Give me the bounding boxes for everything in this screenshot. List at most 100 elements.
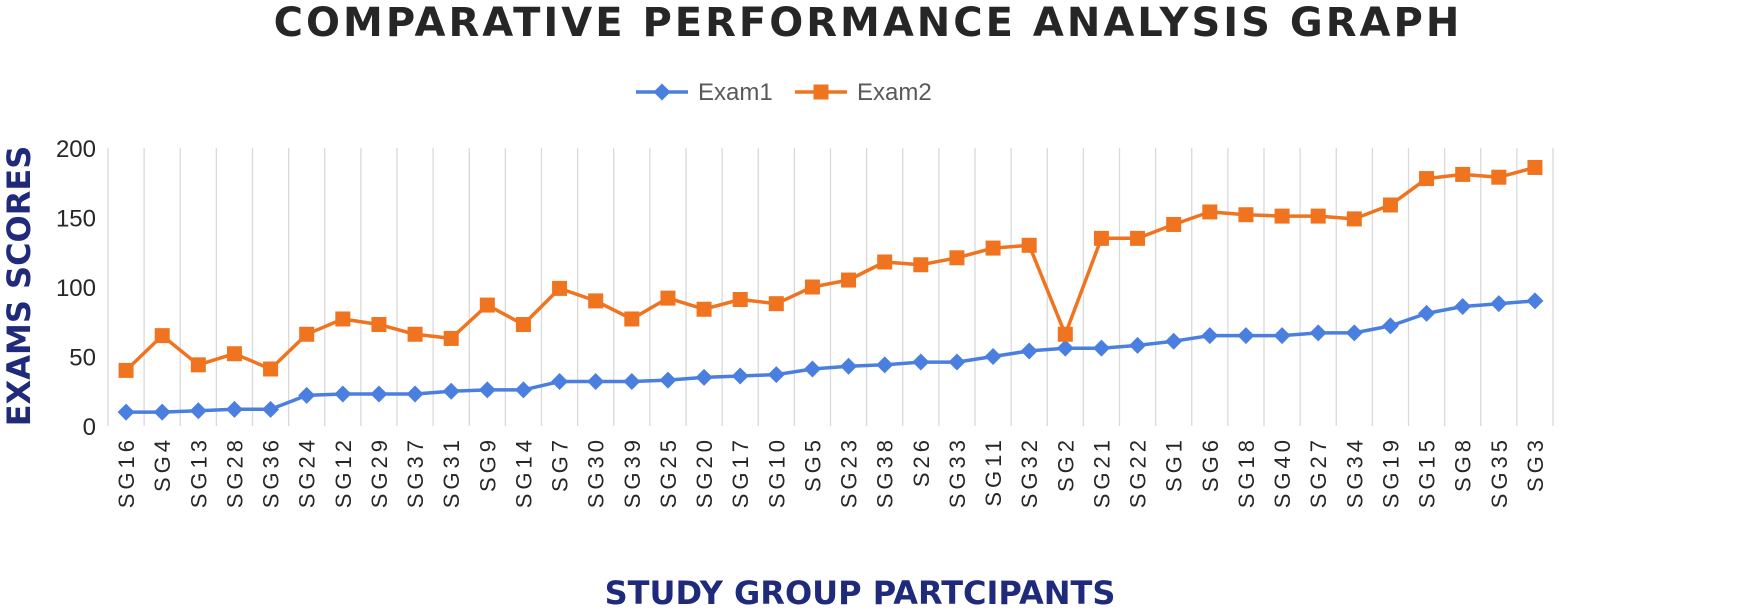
x-tick-label: SG38 [873, 436, 898, 508]
data-point [552, 280, 568, 296]
data-point [804, 279, 820, 295]
data-point [118, 362, 134, 378]
data-point [587, 373, 605, 391]
x-tick-label: SG12 [331, 436, 356, 508]
data-point [1309, 324, 1327, 342]
y-axis-title: EXAMS SCORES [0, 146, 38, 427]
data-point [189, 402, 207, 420]
y-tick-label: 200 [56, 136, 96, 163]
data-point [803, 360, 821, 378]
x-tick-label: SG36 [259, 436, 284, 508]
data-point [984, 348, 1002, 365]
legend: Exam1 Exam2 [636, 79, 932, 106]
gridlines [107, 148, 1554, 426]
x-tick-label: SG30 [584, 436, 609, 508]
data-point [731, 367, 749, 385]
data-point [443, 330, 459, 346]
x-tick-label: SG3 [1523, 436, 1548, 492]
data-point [1345, 324, 1363, 342]
y-axis-ticks: 0 50 100 150 200 [56, 136, 96, 441]
x-tick-label: SG11 [981, 436, 1006, 507]
y-tick-label: 50 [69, 345, 96, 372]
chart-title: COMPARATIVE PERFORMANCE ANALYSIS GRAPH [274, 0, 1463, 46]
data-point [1527, 159, 1543, 175]
x-tick-label: SG8 [1451, 436, 1476, 492]
data-point [1057, 326, 1073, 342]
x-tick-label: S26 [909, 436, 934, 487]
x-axis-ticks: SG16 SG4 SG13 SG28 SG36 SG24 SG12 SG29 SG37 SG31 S… [114, 436, 1548, 508]
data-point [659, 371, 677, 389]
data-point [117, 403, 135, 421]
data-point [153, 403, 171, 421]
x-tick-label: SG31 [439, 436, 464, 508]
legend-label: Exam2 [857, 79, 932, 106]
data-point [442, 382, 460, 400]
x-tick-label: SG10 [764, 436, 789, 508]
y-tick-label: 0 [83, 414, 96, 441]
x-tick-label: SG4 [150, 436, 175, 492]
data-point [588, 293, 604, 309]
data-point [1382, 197, 1398, 213]
data-point [841, 272, 857, 288]
data-point [478, 381, 496, 399]
data-point [1346, 211, 1362, 227]
x-tick-label: SG18 [1234, 436, 1259, 508]
data-point [335, 311, 351, 327]
data-point [190, 357, 206, 373]
x-tick-label: SG23 [837, 436, 862, 508]
data-point [406, 385, 424, 403]
data-point [876, 356, 894, 374]
x-tick-label: SG17 [728, 436, 753, 508]
data-point [1130, 230, 1146, 246]
data-point [840, 357, 858, 375]
data-point [696, 301, 712, 317]
data-point [767, 366, 785, 384]
data-point [1418, 304, 1436, 322]
legend-marker [653, 83, 671, 101]
x-tick-label: SG32 [1017, 436, 1042, 508]
data-point [623, 373, 641, 391]
x-tick-label: SG22 [1126, 436, 1151, 508]
data-point [1526, 292, 1544, 310]
x-tick-label: SG2 [1053, 436, 1078, 492]
data-point [371, 317, 387, 333]
data-point [1165, 332, 1183, 350]
legend-item-exam2: Exam2 [795, 79, 932, 106]
data-point [1166, 216, 1182, 232]
data-point [299, 326, 315, 342]
data-point [334, 385, 352, 403]
x-tick-label: SG15 [1415, 436, 1440, 508]
data-point [624, 311, 640, 327]
x-tick-label: SG16 [114, 436, 139, 508]
data-point [225, 400, 243, 418]
data-point [1092, 339, 1110, 357]
data-point [1419, 171, 1435, 187]
x-tick-label: SG13 [186, 436, 211, 508]
x-tick-label: SG27 [1306, 436, 1331, 508]
y-tick-label: 150 [56, 206, 96, 233]
x-tick-label: SG35 [1487, 436, 1512, 508]
data-point [1202, 204, 1218, 220]
data-point [1381, 317, 1399, 335]
data-point [226, 346, 242, 362]
data-point [1454, 297, 1472, 315]
x-tick-label: SG9 [475, 436, 500, 492]
x-tick-label: SG37 [403, 436, 428, 508]
x-tick-label: SG21 [1089, 436, 1114, 508]
x-tick-label: SG40 [1270, 436, 1295, 508]
series-line [124, 165, 1536, 372]
data-point [1201, 327, 1219, 345]
data-point [1237, 327, 1255, 345]
data-point [1238, 207, 1254, 223]
series-layer [117, 159, 1544, 421]
data-point [514, 381, 532, 399]
data-point [515, 317, 531, 333]
data-point [1056, 339, 1074, 357]
series-exam2 [118, 159, 1543, 378]
data-point [948, 353, 966, 371]
data-point [1093, 230, 1109, 246]
x-tick-label: SG28 [222, 436, 247, 508]
data-point [1129, 336, 1147, 354]
data-point [1490, 295, 1508, 313]
